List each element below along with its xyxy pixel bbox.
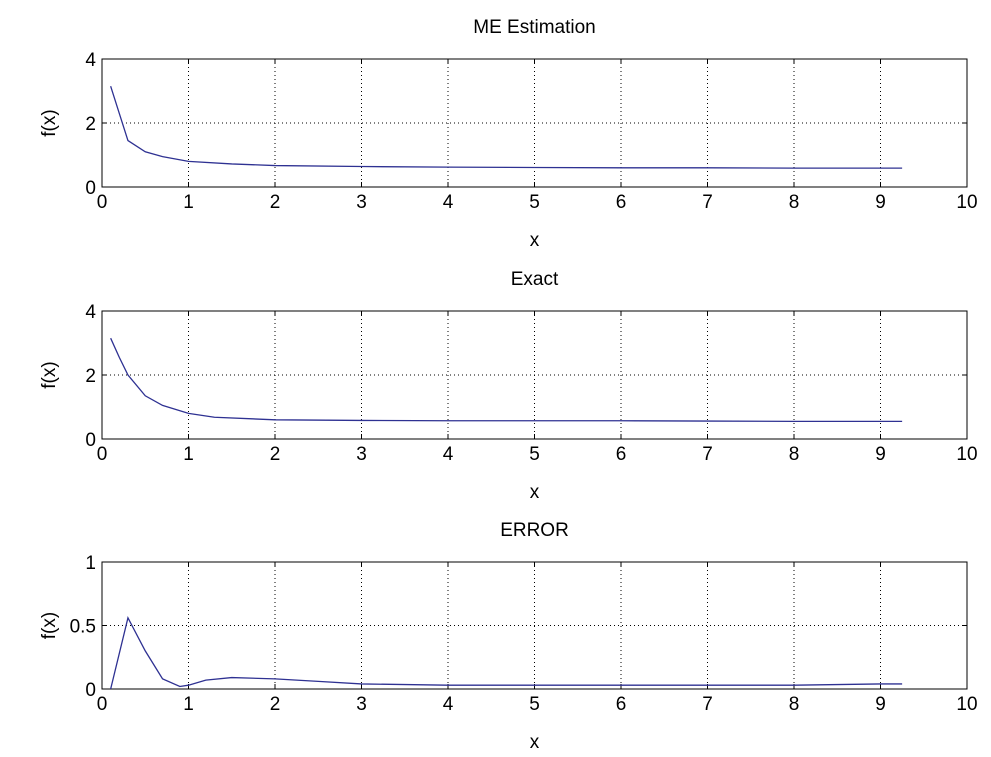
subplot-3-ylabel: f(x) (39, 612, 60, 639)
subplot-2-xtick-label-4: 4 (443, 444, 454, 465)
subplot-2-xtick-label-6: 6 (616, 444, 627, 465)
subplot-3-xtick-label-4: 4 (443, 694, 454, 715)
subplot-2-xtick-label-1: 1 (183, 444, 194, 465)
subplot-3: 0 1 2 3 4 5 6 7 8 9 10 0 0.5 1 ERROR x f(x) (39, 520, 978, 753)
subplot-1-xtick-label-2: 2 (270, 192, 281, 213)
subplot-2-xtick-label-9: 9 (875, 444, 886, 465)
subplot-1-xtick-label-10: 10 (956, 192, 977, 213)
subplot-2-title: Exact (511, 269, 559, 290)
subplot-1-xtick-label-4: 4 (443, 192, 454, 213)
subplot-3-ytick-label-2: 1 (85, 553, 96, 574)
subplot-2-ytick-label-1: 2 (85, 366, 96, 387)
subplot-2-xtick-label-2: 2 (270, 444, 281, 465)
subplot-1-xlabel: x (530, 230, 540, 251)
subplot-2-xtick-label-8: 8 (789, 444, 800, 465)
subplot-3-xtick-label-9: 9 (875, 694, 886, 715)
subplot-2-xlabel: x (530, 482, 540, 503)
subplot-2-ytick-label-0: 0 (85, 430, 96, 451)
subplot-2-xtick-label-10: 10 (956, 444, 977, 465)
subplot-2-xtick-label-5: 5 (529, 444, 540, 465)
subplot-1-xtick-label-8: 8 (789, 192, 800, 213)
subplot-3-ytick-label-0: 0 (85, 680, 96, 701)
subplot-2-xtick-label-3: 3 (356, 444, 367, 465)
subplot-1-ytick-label-2: 4 (85, 50, 96, 71)
subplot-2: 0 1 2 3 4 5 6 7 8 9 10 0 2 4 Exact x f(x) (39, 269, 978, 503)
subplot-3-ytick-label-1: 0.5 (70, 617, 96, 638)
subplot-1-xtick-label-3: 3 (356, 192, 367, 213)
subplot-3-xtick-label-2: 2 (270, 694, 281, 715)
subplot-1-xtick-label-6: 6 (616, 192, 627, 213)
subplot-1: 0 1 2 3 4 5 6 7 8 9 10 0 2 4 ME Estimation x f(x) (39, 17, 978, 251)
subplot-2-xtick-label-7: 7 (702, 444, 713, 465)
subplot-3-xtick-label-6: 6 (616, 694, 627, 715)
subplot-1-ytick-label-1: 2 (85, 114, 96, 135)
subplot-1-xtick-label-7: 7 (702, 192, 713, 213)
subplot-1-xtick-label-0: 0 (97, 192, 108, 213)
subplot-2-series-line-0 (110, 337, 903, 423)
subplot-1-xtick-label-1: 1 (183, 192, 194, 213)
subplot-1-ytick-label-0: 0 (85, 178, 96, 199)
subplot-3-xlabel: x (530, 732, 540, 753)
subplot-3-xtick-label-5: 5 (529, 694, 540, 715)
subplot-3-xtick-label-10: 10 (956, 694, 977, 715)
subplot-1-ylabel: f(x) (39, 109, 60, 136)
subplot-1-series-line-0 (110, 86, 903, 169)
subplot-1-xtick-label-5: 5 (529, 192, 540, 213)
subplot-1-xtick-label-9: 9 (875, 192, 886, 213)
subplot-2-ylabel: f(x) (39, 361, 60, 388)
subplot-3-xtick-label-7: 7 (702, 694, 713, 715)
subplot-3-xtick-label-8: 8 (789, 694, 800, 715)
subplot-2-xtick-label-0: 0 (97, 444, 108, 465)
subplot-1-title: ME Estimation (473, 17, 595, 38)
subplot-3-xtick-label-1: 1 (183, 694, 194, 715)
subplot-3-xtick-label-0: 0 (97, 694, 108, 715)
subplot-2-ytick-label-2: 4 (85, 302, 96, 323)
subplot-3-series-line-0 (110, 616, 903, 690)
subplot-3-xtick-label-3: 3 (356, 694, 367, 715)
subplot-3-title: ERROR (500, 520, 569, 541)
